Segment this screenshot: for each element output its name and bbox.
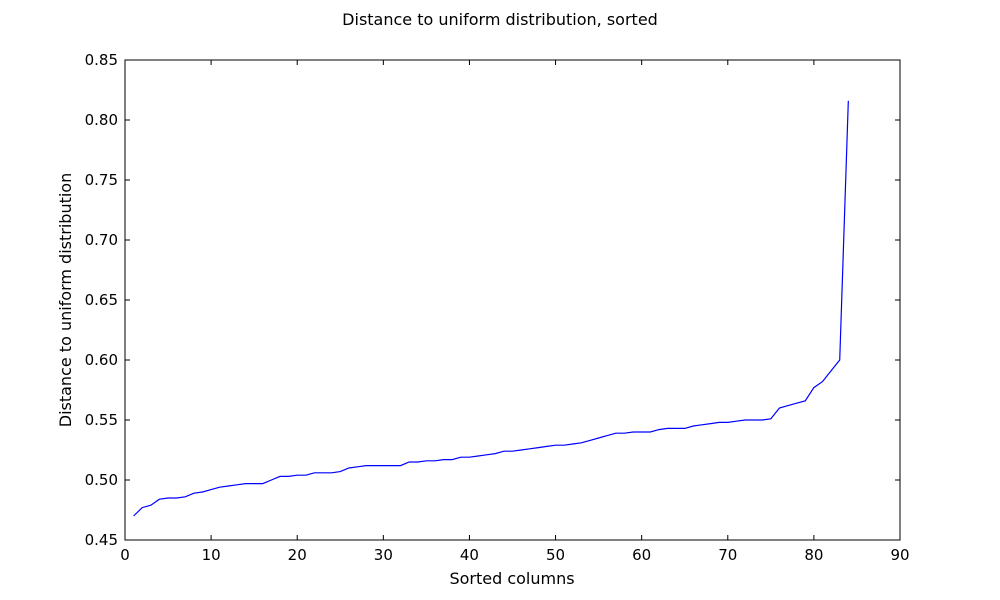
tick-labels: 0 10 20 30 40 50 60 70 80 90 0.45 0.50 0.55 0.60 0.65 0… [85, 51, 910, 564]
chart-title: Distance to uniform distribution, sorted [342, 10, 658, 29]
y-tick-label: 0.45 [85, 531, 118, 549]
plot-frame [124, 59, 901, 541]
data-series-line [133, 100, 849, 517]
y-tick-label: 0.60 [85, 351, 118, 369]
x-tick-label: 20 [288, 546, 307, 564]
y-tick-label: 0.75 [85, 171, 118, 189]
x-tick-label: 10 [202, 546, 221, 564]
y-axis-label: Distance to uniform distribution [56, 173, 75, 428]
x-tick-label: 80 [804, 546, 823, 564]
axis-ticks [124, 59, 901, 541]
x-tick-label: 30 [374, 546, 393, 564]
x-tick-label: 40 [460, 546, 479, 564]
x-axis-label: Sorted columns [449, 569, 574, 588]
x-tick-label: 60 [632, 546, 651, 564]
y-tick-label: 0.85 [85, 51, 118, 69]
y-tick-label: 0.55 [85, 411, 118, 429]
y-tick-label: 0.65 [85, 291, 118, 309]
x-tick-label: 90 [890, 546, 909, 564]
y-tick-label: 0.80 [85, 111, 118, 129]
x-tick-label: 0 [120, 546, 130, 564]
x-tick-label: 50 [546, 546, 565, 564]
x-tick-label: 70 [718, 546, 737, 564]
y-tick-label: 0.70 [85, 231, 118, 249]
y-tick-label: 0.50 [85, 471, 118, 489]
